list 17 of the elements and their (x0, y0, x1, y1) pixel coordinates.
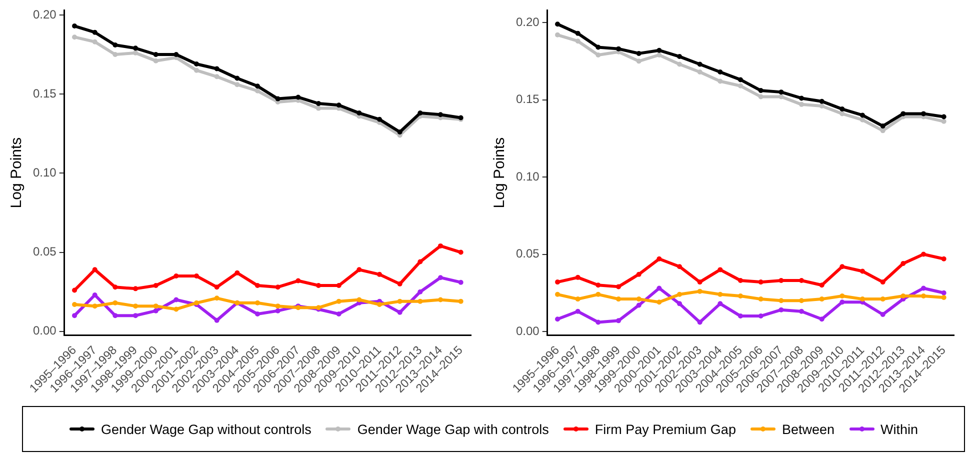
y-tick-label: 0.05 (516, 246, 540, 261)
y-tick-label: 0.15 (32, 86, 57, 100)
y-tick-label: 0.10 (516, 169, 540, 184)
y-tick-label: 0.10 (32, 165, 57, 180)
y-axis-title: Log Points (8, 137, 26, 208)
y-tick-label: 0.05 (32, 244, 57, 259)
legend-label: Gender Wage Gap without controls (100, 422, 312, 436)
y-tick-label: 0.20 (32, 7, 57, 22)
legend-label: Within (880, 422, 918, 436)
y-tick-label: 0.20 (516, 14, 540, 29)
y-axis-title: Log Points (491, 137, 508, 208)
legend-label: Gender Wage Gap with controls (357, 422, 549, 436)
y-tick-label: 0.15 (516, 92, 540, 106)
y-tick-label: 0.00 (32, 324, 57, 338)
legend-label: Firm Pay Premium Gap (594, 422, 736, 436)
legend-label: Between (782, 422, 834, 436)
y-tick-label: 0.00 (516, 324, 540, 338)
